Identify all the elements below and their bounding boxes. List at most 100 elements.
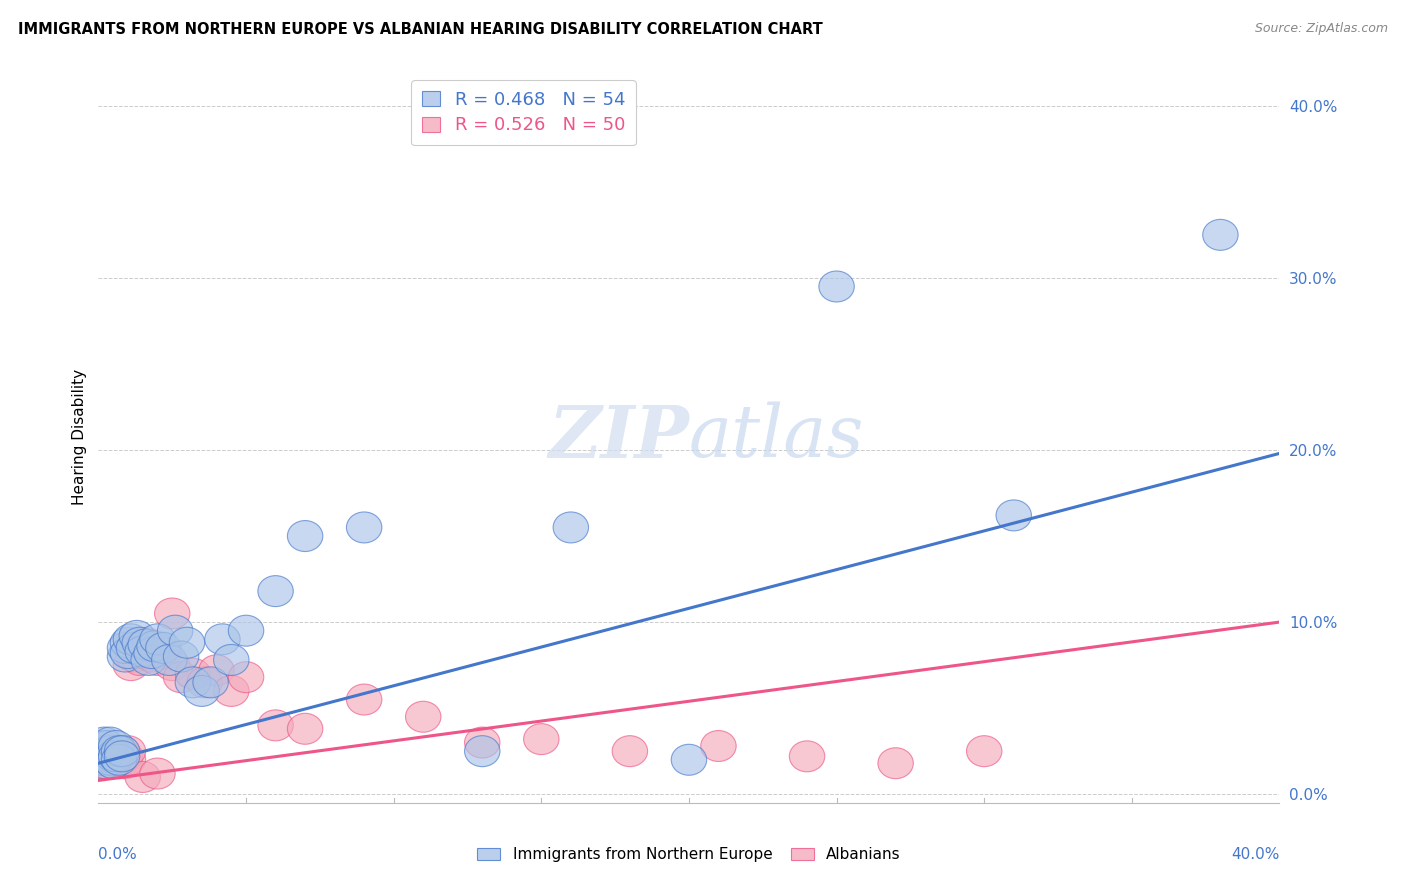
Ellipse shape	[125, 638, 160, 669]
Ellipse shape	[125, 762, 160, 792]
Text: 40.0%: 40.0%	[1232, 847, 1279, 862]
Text: ZIP: ZIP	[548, 401, 689, 473]
Ellipse shape	[104, 736, 139, 766]
Text: 0.0%: 0.0%	[98, 847, 138, 862]
Ellipse shape	[157, 615, 193, 646]
Ellipse shape	[120, 620, 155, 651]
Ellipse shape	[90, 741, 125, 772]
Ellipse shape	[169, 627, 205, 658]
Ellipse shape	[98, 741, 134, 772]
Ellipse shape	[114, 624, 149, 655]
Ellipse shape	[405, 701, 441, 732]
Ellipse shape	[134, 641, 169, 672]
Ellipse shape	[553, 512, 589, 543]
Ellipse shape	[87, 747, 122, 779]
Ellipse shape	[228, 662, 264, 693]
Ellipse shape	[98, 731, 134, 762]
Ellipse shape	[101, 736, 136, 766]
Ellipse shape	[257, 575, 294, 607]
Ellipse shape	[84, 741, 120, 772]
Ellipse shape	[101, 741, 136, 772]
Ellipse shape	[87, 727, 122, 758]
Ellipse shape	[187, 667, 222, 698]
Ellipse shape	[96, 741, 131, 772]
Ellipse shape	[152, 644, 187, 675]
Ellipse shape	[84, 731, 120, 762]
Ellipse shape	[107, 747, 143, 779]
Ellipse shape	[122, 644, 157, 675]
Ellipse shape	[789, 741, 825, 772]
Ellipse shape	[93, 736, 128, 766]
Ellipse shape	[136, 631, 173, 662]
Ellipse shape	[287, 714, 323, 744]
Ellipse shape	[125, 636, 160, 667]
Ellipse shape	[205, 624, 240, 655]
Ellipse shape	[98, 744, 134, 775]
Ellipse shape	[700, 731, 737, 762]
Ellipse shape	[110, 638, 146, 669]
Text: Source: ZipAtlas.com: Source: ZipAtlas.com	[1254, 22, 1388, 36]
Text: IMMIGRANTS FROM NORTHERN EUROPE VS ALBANIAN HEARING DISABILITY CORRELATION CHART: IMMIGRANTS FROM NORTHERN EUROPE VS ALBAN…	[18, 22, 823, 37]
Ellipse shape	[84, 736, 120, 766]
Ellipse shape	[228, 615, 264, 646]
Ellipse shape	[110, 744, 146, 775]
Ellipse shape	[122, 627, 157, 658]
Ellipse shape	[198, 655, 235, 686]
Ellipse shape	[96, 747, 131, 779]
Ellipse shape	[346, 512, 382, 543]
Ellipse shape	[128, 627, 163, 658]
Ellipse shape	[98, 736, 134, 766]
Ellipse shape	[464, 736, 501, 766]
Ellipse shape	[193, 667, 228, 698]
Y-axis label: Hearing Disability: Hearing Disability	[72, 369, 87, 505]
Ellipse shape	[287, 521, 323, 551]
Ellipse shape	[184, 675, 219, 706]
Ellipse shape	[257, 710, 294, 741]
Ellipse shape	[110, 627, 146, 658]
Ellipse shape	[96, 747, 131, 779]
Ellipse shape	[87, 741, 122, 772]
Ellipse shape	[818, 271, 855, 302]
Ellipse shape	[163, 662, 198, 693]
Text: atlas: atlas	[689, 401, 865, 473]
Ellipse shape	[101, 744, 136, 775]
Ellipse shape	[1202, 219, 1239, 251]
Ellipse shape	[163, 641, 198, 672]
Ellipse shape	[214, 644, 249, 675]
Ellipse shape	[139, 624, 176, 655]
Ellipse shape	[214, 675, 249, 706]
Ellipse shape	[128, 629, 163, 660]
Ellipse shape	[966, 736, 1002, 766]
Ellipse shape	[87, 744, 122, 775]
Ellipse shape	[84, 747, 120, 779]
Ellipse shape	[90, 731, 125, 762]
Ellipse shape	[90, 741, 125, 772]
Ellipse shape	[93, 736, 128, 766]
Ellipse shape	[90, 736, 125, 766]
Ellipse shape	[346, 684, 382, 715]
Ellipse shape	[114, 649, 149, 681]
Ellipse shape	[104, 741, 139, 772]
Ellipse shape	[134, 638, 169, 669]
Ellipse shape	[84, 744, 120, 775]
Ellipse shape	[464, 727, 501, 758]
Ellipse shape	[139, 644, 176, 675]
Ellipse shape	[93, 744, 128, 775]
Ellipse shape	[176, 667, 211, 698]
Ellipse shape	[612, 736, 648, 766]
Ellipse shape	[110, 736, 146, 766]
Ellipse shape	[155, 649, 190, 681]
Ellipse shape	[107, 641, 143, 672]
Ellipse shape	[90, 747, 125, 779]
Ellipse shape	[117, 641, 152, 672]
Ellipse shape	[93, 744, 128, 775]
Ellipse shape	[139, 758, 176, 789]
Ellipse shape	[107, 741, 143, 772]
Ellipse shape	[104, 736, 139, 766]
Ellipse shape	[146, 638, 181, 669]
Ellipse shape	[155, 598, 190, 629]
Ellipse shape	[523, 723, 560, 755]
Ellipse shape	[877, 747, 914, 779]
Ellipse shape	[995, 500, 1032, 531]
Legend: Immigrants from Northern Europe, Albanians: Immigrants from Northern Europe, Albania…	[471, 841, 907, 868]
